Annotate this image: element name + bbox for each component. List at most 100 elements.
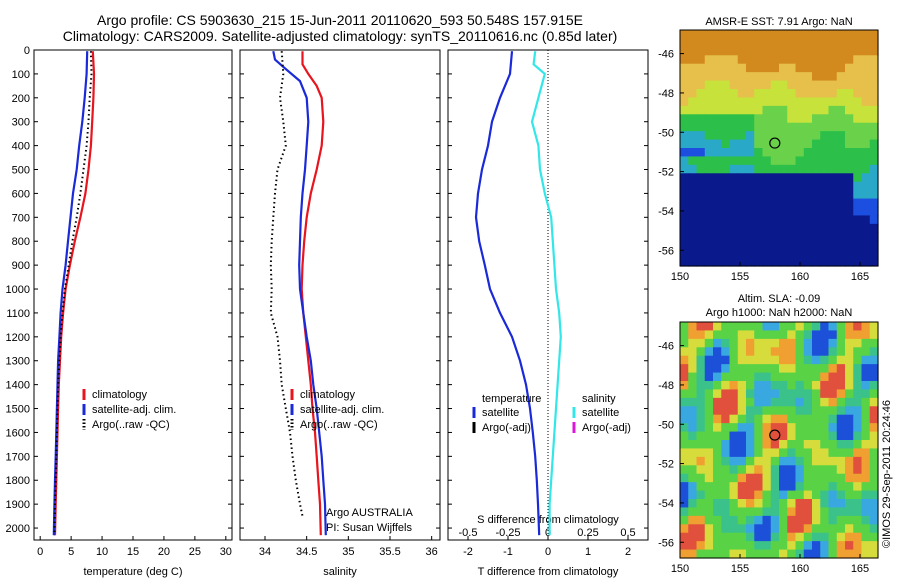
map-cell xyxy=(680,465,689,475)
map-cell xyxy=(779,541,788,551)
map-cell xyxy=(828,330,838,340)
map-cell xyxy=(737,55,747,65)
map-cell xyxy=(688,440,698,450)
map-cell xyxy=(836,139,846,149)
x-tick-label-salinity: 35 xyxy=(342,546,354,558)
map-cell xyxy=(861,148,871,158)
x-tick-label-difference: 1 xyxy=(585,546,591,558)
map-cell xyxy=(713,232,722,242)
map-cell xyxy=(754,131,764,141)
map-cell xyxy=(721,122,731,132)
map-cell xyxy=(812,524,821,534)
map-y-tick-label: -54 xyxy=(658,206,674,218)
map-cell xyxy=(803,499,813,509)
map-cell xyxy=(704,515,714,525)
map-cell xyxy=(746,46,755,56)
map-cell xyxy=(861,190,871,200)
map-cell xyxy=(803,249,813,259)
map-cell xyxy=(737,524,747,534)
map-cell xyxy=(820,389,830,399)
map-cell xyxy=(737,122,747,132)
map-cell xyxy=(762,97,772,107)
map-cell xyxy=(836,406,846,416)
x-axis-label-salinity: salinity xyxy=(323,566,357,578)
map-cell xyxy=(836,46,846,56)
map-cell xyxy=(836,122,846,132)
map-cell xyxy=(737,232,747,242)
map-cell xyxy=(787,440,797,450)
map-cell xyxy=(721,80,731,90)
y-tick-label: 100 xyxy=(12,69,30,81)
map-cell xyxy=(812,97,821,107)
map-cell xyxy=(754,122,764,132)
map-cell xyxy=(812,198,821,208)
map-cell xyxy=(845,249,854,259)
map-cell xyxy=(787,63,797,73)
map-cell xyxy=(704,532,714,542)
map-cell xyxy=(853,148,863,158)
map-cell xyxy=(754,46,764,56)
map-cell xyxy=(787,397,797,407)
map-cell xyxy=(836,114,846,124)
map-cell xyxy=(696,156,706,166)
map-cell xyxy=(787,524,797,534)
map-cell xyxy=(795,55,805,65)
map-cell xyxy=(836,456,846,466)
map-cell xyxy=(812,448,821,458)
map-cell xyxy=(704,63,714,73)
map-cell xyxy=(704,198,714,208)
map-cell xyxy=(746,190,755,200)
map-cell xyxy=(713,139,722,149)
map-cell xyxy=(861,72,871,82)
map-cell xyxy=(713,30,722,40)
map-cell xyxy=(820,148,830,158)
map-cell xyxy=(845,456,854,466)
map-cell xyxy=(688,232,698,242)
map-cell xyxy=(795,355,805,365)
map-cell xyxy=(704,482,714,492)
x-tick-label-temperature: 0 xyxy=(37,546,43,558)
map-cell xyxy=(812,338,821,348)
map-cell xyxy=(770,456,780,466)
map-cell xyxy=(696,232,706,242)
map-cell xyxy=(787,515,797,525)
map-cell xyxy=(869,249,879,259)
map-cell xyxy=(770,38,780,48)
map-cell xyxy=(787,507,797,517)
map-cell xyxy=(812,515,821,525)
map-cell xyxy=(696,63,706,73)
plot-frame-temperature xyxy=(33,49,233,541)
map-cell xyxy=(696,173,706,183)
map-cell xyxy=(713,80,722,90)
map-cell xyxy=(836,55,846,65)
map-cell xyxy=(853,490,863,500)
map-cell xyxy=(828,148,838,158)
legend-label-temperature: satellite-adj. clim. xyxy=(92,404,176,416)
map-cell xyxy=(737,423,747,433)
map-cell xyxy=(812,499,821,509)
map-cell xyxy=(754,397,764,407)
map-cell xyxy=(853,431,863,441)
map-cell xyxy=(787,114,797,124)
map-cell xyxy=(713,381,722,391)
map-cell xyxy=(795,139,805,149)
map-cell xyxy=(779,364,788,374)
map-cell xyxy=(704,148,714,158)
map-cell xyxy=(787,355,797,365)
map-cell xyxy=(869,355,879,365)
legend-label-salinity: satellite-adj. clim. xyxy=(300,404,384,416)
map-cell xyxy=(704,38,714,48)
map-y-tick-label: -56 xyxy=(658,245,674,257)
map-cell xyxy=(770,322,780,332)
map-cell xyxy=(688,507,698,517)
map-cell xyxy=(787,139,797,149)
map-cell xyxy=(845,397,854,407)
map-cell xyxy=(746,131,755,141)
map-cell xyxy=(704,448,714,458)
map-cell xyxy=(688,89,698,99)
x-tick-label-temperature: 30 xyxy=(220,546,232,558)
map-cell xyxy=(770,105,780,115)
map-cell xyxy=(696,448,706,458)
map-cell xyxy=(803,372,813,382)
x-tick-label-salinity: 35.5 xyxy=(379,546,400,558)
